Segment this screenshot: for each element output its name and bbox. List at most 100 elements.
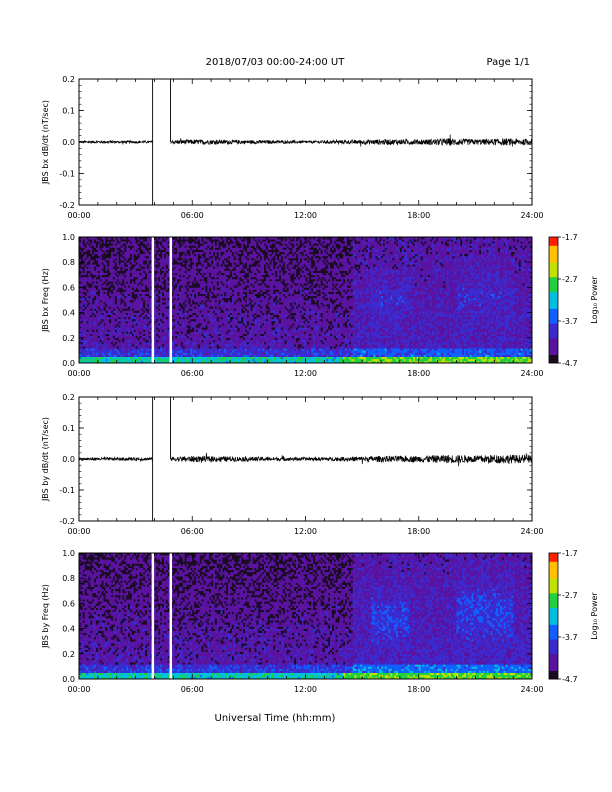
heatmap-cell xyxy=(175,323,178,326)
heatmap-cell xyxy=(145,247,148,250)
heatmap-cell xyxy=(188,302,191,305)
heatmap-cell xyxy=(205,304,208,307)
heatmap-cell xyxy=(165,283,169,286)
heatmap-cell xyxy=(90,331,93,334)
heatmap-cell xyxy=(128,270,131,273)
heatmap-cell xyxy=(224,264,227,267)
heatmap-cell xyxy=(139,312,142,315)
heatmap-cell xyxy=(205,266,208,269)
heatmap-cell xyxy=(95,300,99,303)
heatmap-cell xyxy=(224,323,227,326)
heatmap-cell xyxy=(95,253,99,257)
heatmap-cell xyxy=(116,333,119,336)
heatmap-cell xyxy=(141,316,144,320)
heatmap-cell xyxy=(158,270,161,273)
heatmap-cell xyxy=(220,354,223,357)
heatmap-cell xyxy=(105,333,108,336)
heatmap-cell xyxy=(94,281,97,284)
heatmap-cell xyxy=(135,339,138,343)
heatmap-cell xyxy=(101,245,104,248)
heatmap-cell xyxy=(82,274,85,278)
heatmap-cell xyxy=(158,358,161,362)
heatmap-cell xyxy=(114,249,118,252)
heatmap-cell xyxy=(211,289,214,292)
heatmap-cell xyxy=(122,289,125,292)
heatmap-cell xyxy=(180,249,184,252)
heatmap-cell xyxy=(177,293,180,297)
heatmap-cell xyxy=(128,339,131,343)
heatmap-cell xyxy=(114,300,118,303)
heatmap-cell xyxy=(203,310,206,313)
heatmap-cell xyxy=(99,360,102,364)
heatmap-cell xyxy=(211,308,214,311)
heatmap-cell xyxy=(133,258,136,261)
heatmap-cell xyxy=(201,258,204,261)
heatmap-cell xyxy=(226,312,229,315)
heatmap-cell xyxy=(171,260,174,263)
heatmap-cell xyxy=(209,358,212,362)
heatmap-cell xyxy=(156,268,159,271)
heatmap-cell xyxy=(118,346,121,349)
heatmap-cell xyxy=(196,300,199,303)
heatmap-cell xyxy=(165,258,169,261)
heatmap-cell xyxy=(194,241,197,244)
heatmap-cell xyxy=(190,291,193,294)
heatmap-cell xyxy=(145,346,148,349)
heatmap-cell xyxy=(190,358,193,362)
heatmap-cell xyxy=(158,304,161,307)
heatmap-cell xyxy=(84,245,87,248)
heatmap-cell xyxy=(86,283,89,286)
heatmap-cell xyxy=(124,344,127,347)
heatmap-cell xyxy=(158,295,161,299)
heatmap-cell xyxy=(199,281,202,284)
heatmap-cell xyxy=(165,239,169,242)
heatmap-cell xyxy=(230,283,233,286)
heatmap-cell xyxy=(112,329,116,332)
heatmap-cell xyxy=(141,331,144,334)
heatmap-cell xyxy=(163,258,167,261)
heatmap-cell xyxy=(192,281,195,284)
heatmap-cell xyxy=(94,262,97,265)
heatmap-cell xyxy=(192,258,195,261)
heatmap-cell xyxy=(88,356,91,360)
heatmap-cell xyxy=(194,274,197,278)
heatmap-cell xyxy=(158,312,161,315)
heatmap-cell xyxy=(207,239,210,242)
heatmap-cell xyxy=(199,285,202,288)
heatmap-cell xyxy=(112,297,116,301)
heatmap-cell xyxy=(79,327,82,330)
heatmap-cell xyxy=(137,304,140,307)
heatmap-cell xyxy=(214,268,218,271)
heatmap-cell xyxy=(79,276,82,280)
heatmap-cell xyxy=(175,289,178,292)
heatmap-cell xyxy=(173,249,176,252)
heatmap-cell xyxy=(99,354,102,357)
heatmap-cell xyxy=(86,342,89,345)
heatmap-cell xyxy=(135,300,138,303)
heatmap-cell xyxy=(94,331,97,334)
heatmap-cell xyxy=(111,308,114,311)
heatmap-cell xyxy=(105,274,108,278)
heatmap-cell xyxy=(163,312,167,315)
heatmap-cell xyxy=(154,279,157,282)
heatmap-cell xyxy=(213,316,216,320)
heatmap-cell xyxy=(109,331,112,334)
heatmap-cell xyxy=(167,325,170,328)
heatmap-cell xyxy=(114,318,118,322)
heatmap-cell xyxy=(194,293,197,297)
heatmap-cell xyxy=(171,253,174,257)
heatmap-cell xyxy=(156,329,159,332)
heatmap-cell xyxy=(124,308,127,311)
heatmap-cell xyxy=(162,249,165,252)
heatmap-cell xyxy=(79,335,82,339)
heatmap-cell xyxy=(199,306,202,309)
heatmap-cell xyxy=(231,348,235,351)
heatmap-cell xyxy=(160,325,163,328)
heatmap-cell xyxy=(99,239,102,242)
heatmap-cell xyxy=(197,325,201,328)
heatmap-cell xyxy=(137,272,140,276)
heatmap-cell xyxy=(95,352,99,355)
heatmap-cell xyxy=(120,245,123,248)
heatmap-cell xyxy=(133,251,136,255)
heatmap-cell xyxy=(220,302,223,305)
